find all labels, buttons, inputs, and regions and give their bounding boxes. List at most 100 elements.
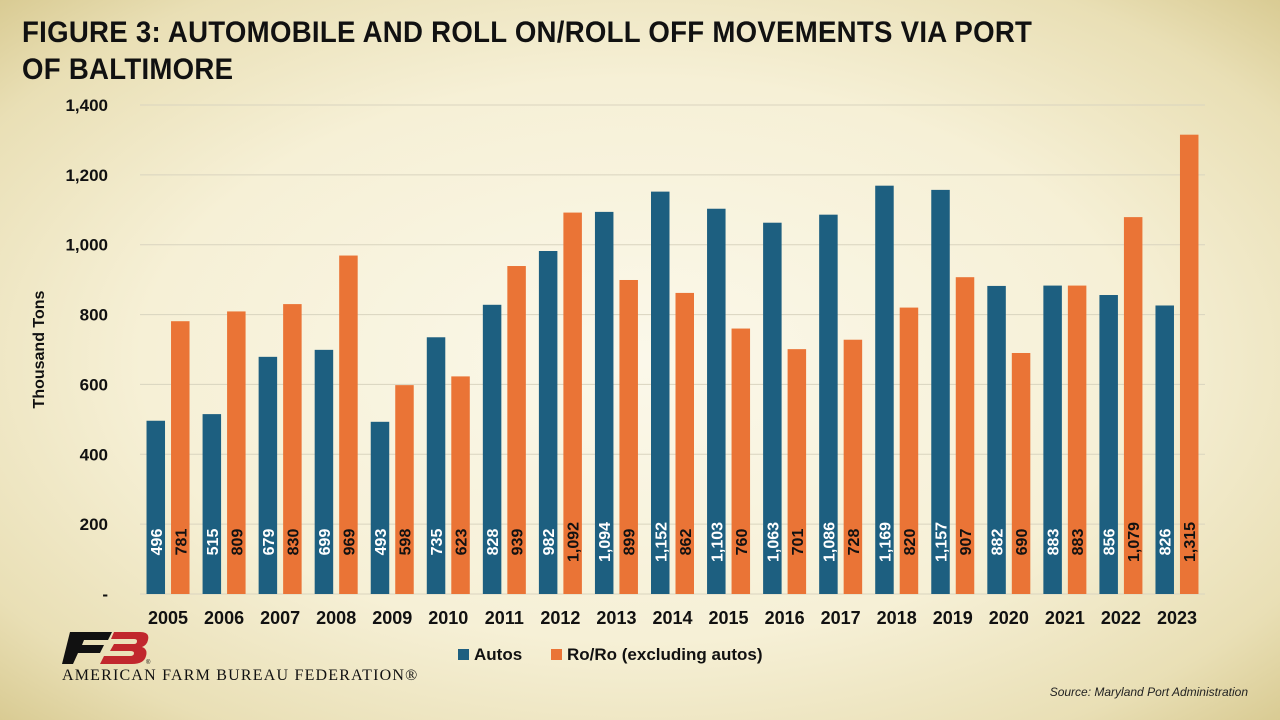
data-label: 1,063 [765, 522, 782, 562]
data-label: 623 [454, 529, 471, 556]
roro-bar [619, 279, 638, 594]
x-tick-label: 2018 [877, 608, 917, 628]
autos-bar [594, 211, 614, 595]
data-label: 781 [173, 529, 190, 556]
roro-bar [1179, 134, 1199, 595]
x-tick-label: 2023 [1157, 608, 1197, 628]
roro-bar [675, 292, 694, 594]
data-label: 982 [541, 529, 558, 556]
x-tick-label: 2015 [709, 608, 749, 628]
data-label: 1,094 [597, 522, 614, 562]
autos-bar [314, 349, 334, 594]
data-label: 690 [1014, 529, 1031, 556]
data-label: 1,169 [877, 522, 894, 562]
data-label: 679 [261, 529, 278, 556]
roro-bar [227, 311, 246, 594]
y-tick-label: - [102, 585, 108, 604]
autos-bar [1155, 305, 1174, 594]
autos-bar [763, 222, 782, 594]
data-label: 1,315 [1182, 522, 1199, 562]
data-label: 882 [990, 529, 1007, 556]
roro-bar [1067, 285, 1087, 594]
x-tick-label: 2009 [372, 608, 412, 628]
roro-bar [1123, 217, 1143, 594]
data-label: 701 [790, 529, 807, 556]
legend-roro-label: Ro/Ro (excluding autos) [567, 645, 763, 664]
roro-bar [339, 255, 358, 594]
roro-bar [787, 349, 807, 594]
data-label: 496 [149, 529, 166, 556]
y-tick-label: 1,000 [65, 236, 108, 255]
roro-bar [899, 307, 919, 594]
x-tick-label: 2006 [204, 608, 244, 628]
x-tick-label: 2011 [485, 608, 524, 628]
data-label: 828 [485, 529, 502, 556]
roro-bar [843, 339, 863, 594]
autos-bar [707, 208, 726, 594]
autos-bar [819, 214, 838, 594]
data-label: 862 [678, 529, 695, 556]
y-axis-label: Thousand Tons [31, 290, 48, 408]
roro-bar [283, 304, 302, 594]
roro-bar [563, 212, 582, 594]
source-note: Source: Maryland Port Administration [1049, 685, 1248, 699]
data-label: 598 [397, 529, 414, 556]
data-label: 728 [846, 529, 863, 556]
organization-name: AMERICAN FARM BUREAU FEDERATION® [62, 667, 419, 684]
x-tick-label: 2021 [1045, 608, 1085, 628]
x-tick-label: 2014 [652, 608, 692, 628]
y-tick-label: 800 [80, 306, 108, 325]
data-label: 735 [429, 529, 446, 556]
x-tick-label: 2010 [428, 608, 468, 628]
autos-bar [146, 420, 166, 594]
data-label: 883 [1070, 529, 1087, 556]
y-tick-label: 600 [80, 375, 108, 394]
x-tick-label: 2013 [596, 608, 636, 628]
roro-bar [731, 328, 751, 594]
data-label: 830 [285, 529, 302, 556]
svg-text:®: ® [146, 659, 151, 666]
autos-bar [482, 304, 502, 594]
x-tick-label: 2022 [1101, 608, 1141, 628]
autos-bar [426, 337, 446, 594]
y-tick-label: 200 [80, 515, 108, 534]
data-label: 1,079 [1126, 522, 1143, 562]
x-tick-label: 2007 [260, 608, 300, 628]
x-tick-label: 2005 [148, 608, 188, 628]
data-label: 1,152 [653, 522, 670, 562]
x-tick-label: 2012 [540, 608, 580, 628]
y-tick-label: 400 [80, 445, 108, 464]
x-tick-label: 2019 [933, 608, 973, 628]
data-label: 907 [958, 529, 975, 556]
data-label: 969 [341, 529, 358, 556]
roro-bar [395, 385, 414, 594]
data-label: 493 [373, 529, 390, 556]
data-label: 856 [1102, 529, 1119, 556]
data-label: 883 [1046, 529, 1063, 556]
y-tick-label: 1,400 [65, 96, 108, 115]
autos-bar [875, 185, 894, 594]
autos-bar [538, 251, 558, 594]
autos-bar [1099, 295, 1118, 594]
data-label: 1,086 [821, 522, 838, 562]
chart-title: FIGURE 3: AUTOMOBILE AND ROLL ON/ROLL OF… [22, 16, 1033, 86]
autos-bar [931, 189, 950, 594]
x-tick-label: 2008 [316, 608, 356, 628]
data-label: 899 [622, 529, 639, 556]
data-label: 760 [734, 529, 751, 556]
data-label: 809 [229, 529, 246, 556]
autos-bar [258, 356, 278, 594]
data-label: 1,157 [934, 522, 951, 562]
data-label: 1,092 [566, 522, 583, 562]
autos-bar [1043, 285, 1062, 594]
data-label: 515 [205, 529, 222, 556]
autos-bar [202, 414, 222, 594]
legend-autos-swatch [458, 649, 469, 660]
legend-roro-swatch [551, 649, 562, 660]
roro-bar [451, 376, 470, 594]
legend-autos-label: Autos [474, 645, 522, 664]
roro-bar [955, 277, 975, 594]
x-tick-label: 2020 [989, 608, 1029, 628]
roro-bar [171, 321, 190, 594]
